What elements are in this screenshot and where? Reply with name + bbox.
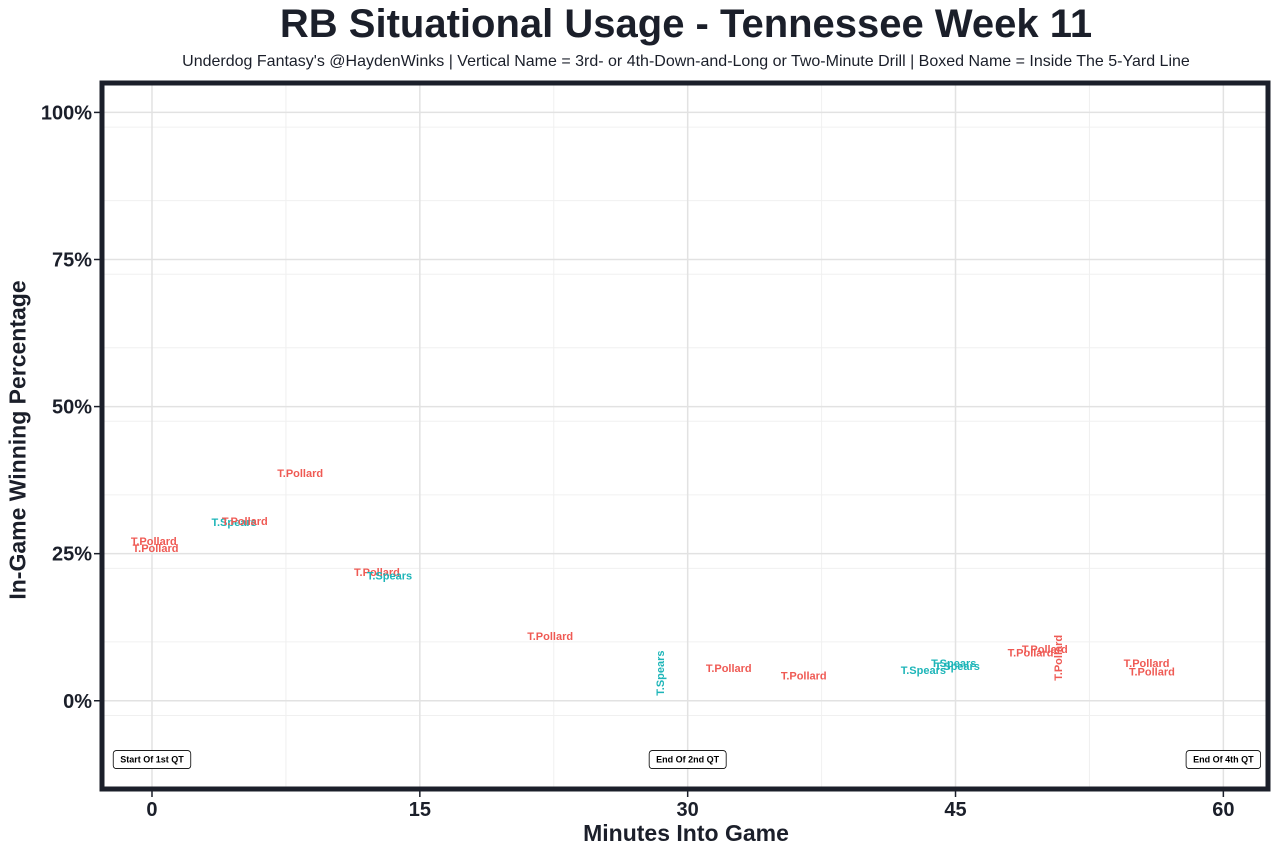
point-label-spears: T.Spears xyxy=(655,650,667,695)
point-label-spears: T.Spears xyxy=(931,658,976,670)
point-label-pollard: T.Pollard xyxy=(706,663,752,675)
data-points: T.PollardT.PollardT.SpearsT.PollardT.Pol… xyxy=(131,468,1175,696)
quarter-annotation: End Of 4th QT xyxy=(1185,750,1262,769)
x-axis-label: Minutes Into Game xyxy=(583,820,789,846)
plot-border xyxy=(99,80,1271,792)
point-label-pollard: T.Pollard xyxy=(1008,648,1054,660)
point-label-pollard: T.Pollard xyxy=(1053,635,1065,681)
y-tick-label: 75% xyxy=(52,250,92,272)
x-tick-label: 0 xyxy=(146,799,157,821)
point-label-spears: T.Spears xyxy=(935,661,980,673)
point-label-pollard: T.Pollard xyxy=(354,567,400,579)
quarter-annotation-box xyxy=(1185,750,1262,769)
point-label-pollard: T.Pollard xyxy=(131,536,177,548)
x-axis-ticks: 0 15 30 45 60 xyxy=(146,791,1234,821)
quarter-annotation-box xyxy=(648,750,727,769)
point-label-pollard: T.Pollard xyxy=(527,631,573,643)
y-tick-label: 25% xyxy=(52,544,92,566)
chart-title: RB Situational Usage - Tennessee Week 11 xyxy=(279,2,1093,46)
chart-subtitle: Underdog Fantasy's @HaydenWinks | Vertic… xyxy=(182,53,1190,70)
quarter-annotation: End Of 2nd QT xyxy=(648,750,727,769)
quarter-annotation-text: Start Of 1st QT xyxy=(120,754,184,764)
y-tick-label: 100% xyxy=(41,102,92,124)
point-label-pollard: T.Pollard xyxy=(133,543,179,555)
quarter-annotation-box xyxy=(112,750,192,769)
point-label-pollard: T.Pollard xyxy=(1124,658,1170,670)
point-label-pollard: T.Pollard xyxy=(222,516,268,528)
point-label-pollard: T.Pollard xyxy=(277,468,323,480)
y-tick-label: 0% xyxy=(63,691,92,713)
point-label-spears: T.Spears xyxy=(367,571,412,583)
quarter-annotation-text: End Of 2nd QT xyxy=(656,754,719,764)
y-tick-label: 50% xyxy=(52,397,92,419)
quarter-annotations: Start Of 1st QT End Of 2nd QT End Of 4th Q… xyxy=(112,750,1262,769)
point-label-pollard: T.Pollard xyxy=(781,671,827,683)
grid xyxy=(102,83,1268,790)
quarter-annotation-text: End Of 4th QT xyxy=(1193,754,1254,764)
x-tick-label: 15 xyxy=(409,799,431,821)
point-label-pollard: T.Pollard xyxy=(1129,666,1175,678)
point-label-spears: T.Spears xyxy=(901,665,946,677)
point-label-spears: T.Spears xyxy=(212,517,257,529)
x-tick-label: 45 xyxy=(944,799,966,821)
x-tick-label: 30 xyxy=(677,799,699,821)
x-tick-label: 60 xyxy=(1212,799,1234,821)
point-label-pollard: T.Pollard xyxy=(1022,644,1068,656)
y-axis-ticks: 0% 25% 50% 75% 100% xyxy=(41,102,100,713)
quarter-annotation: Start Of 1st QT xyxy=(112,750,192,769)
